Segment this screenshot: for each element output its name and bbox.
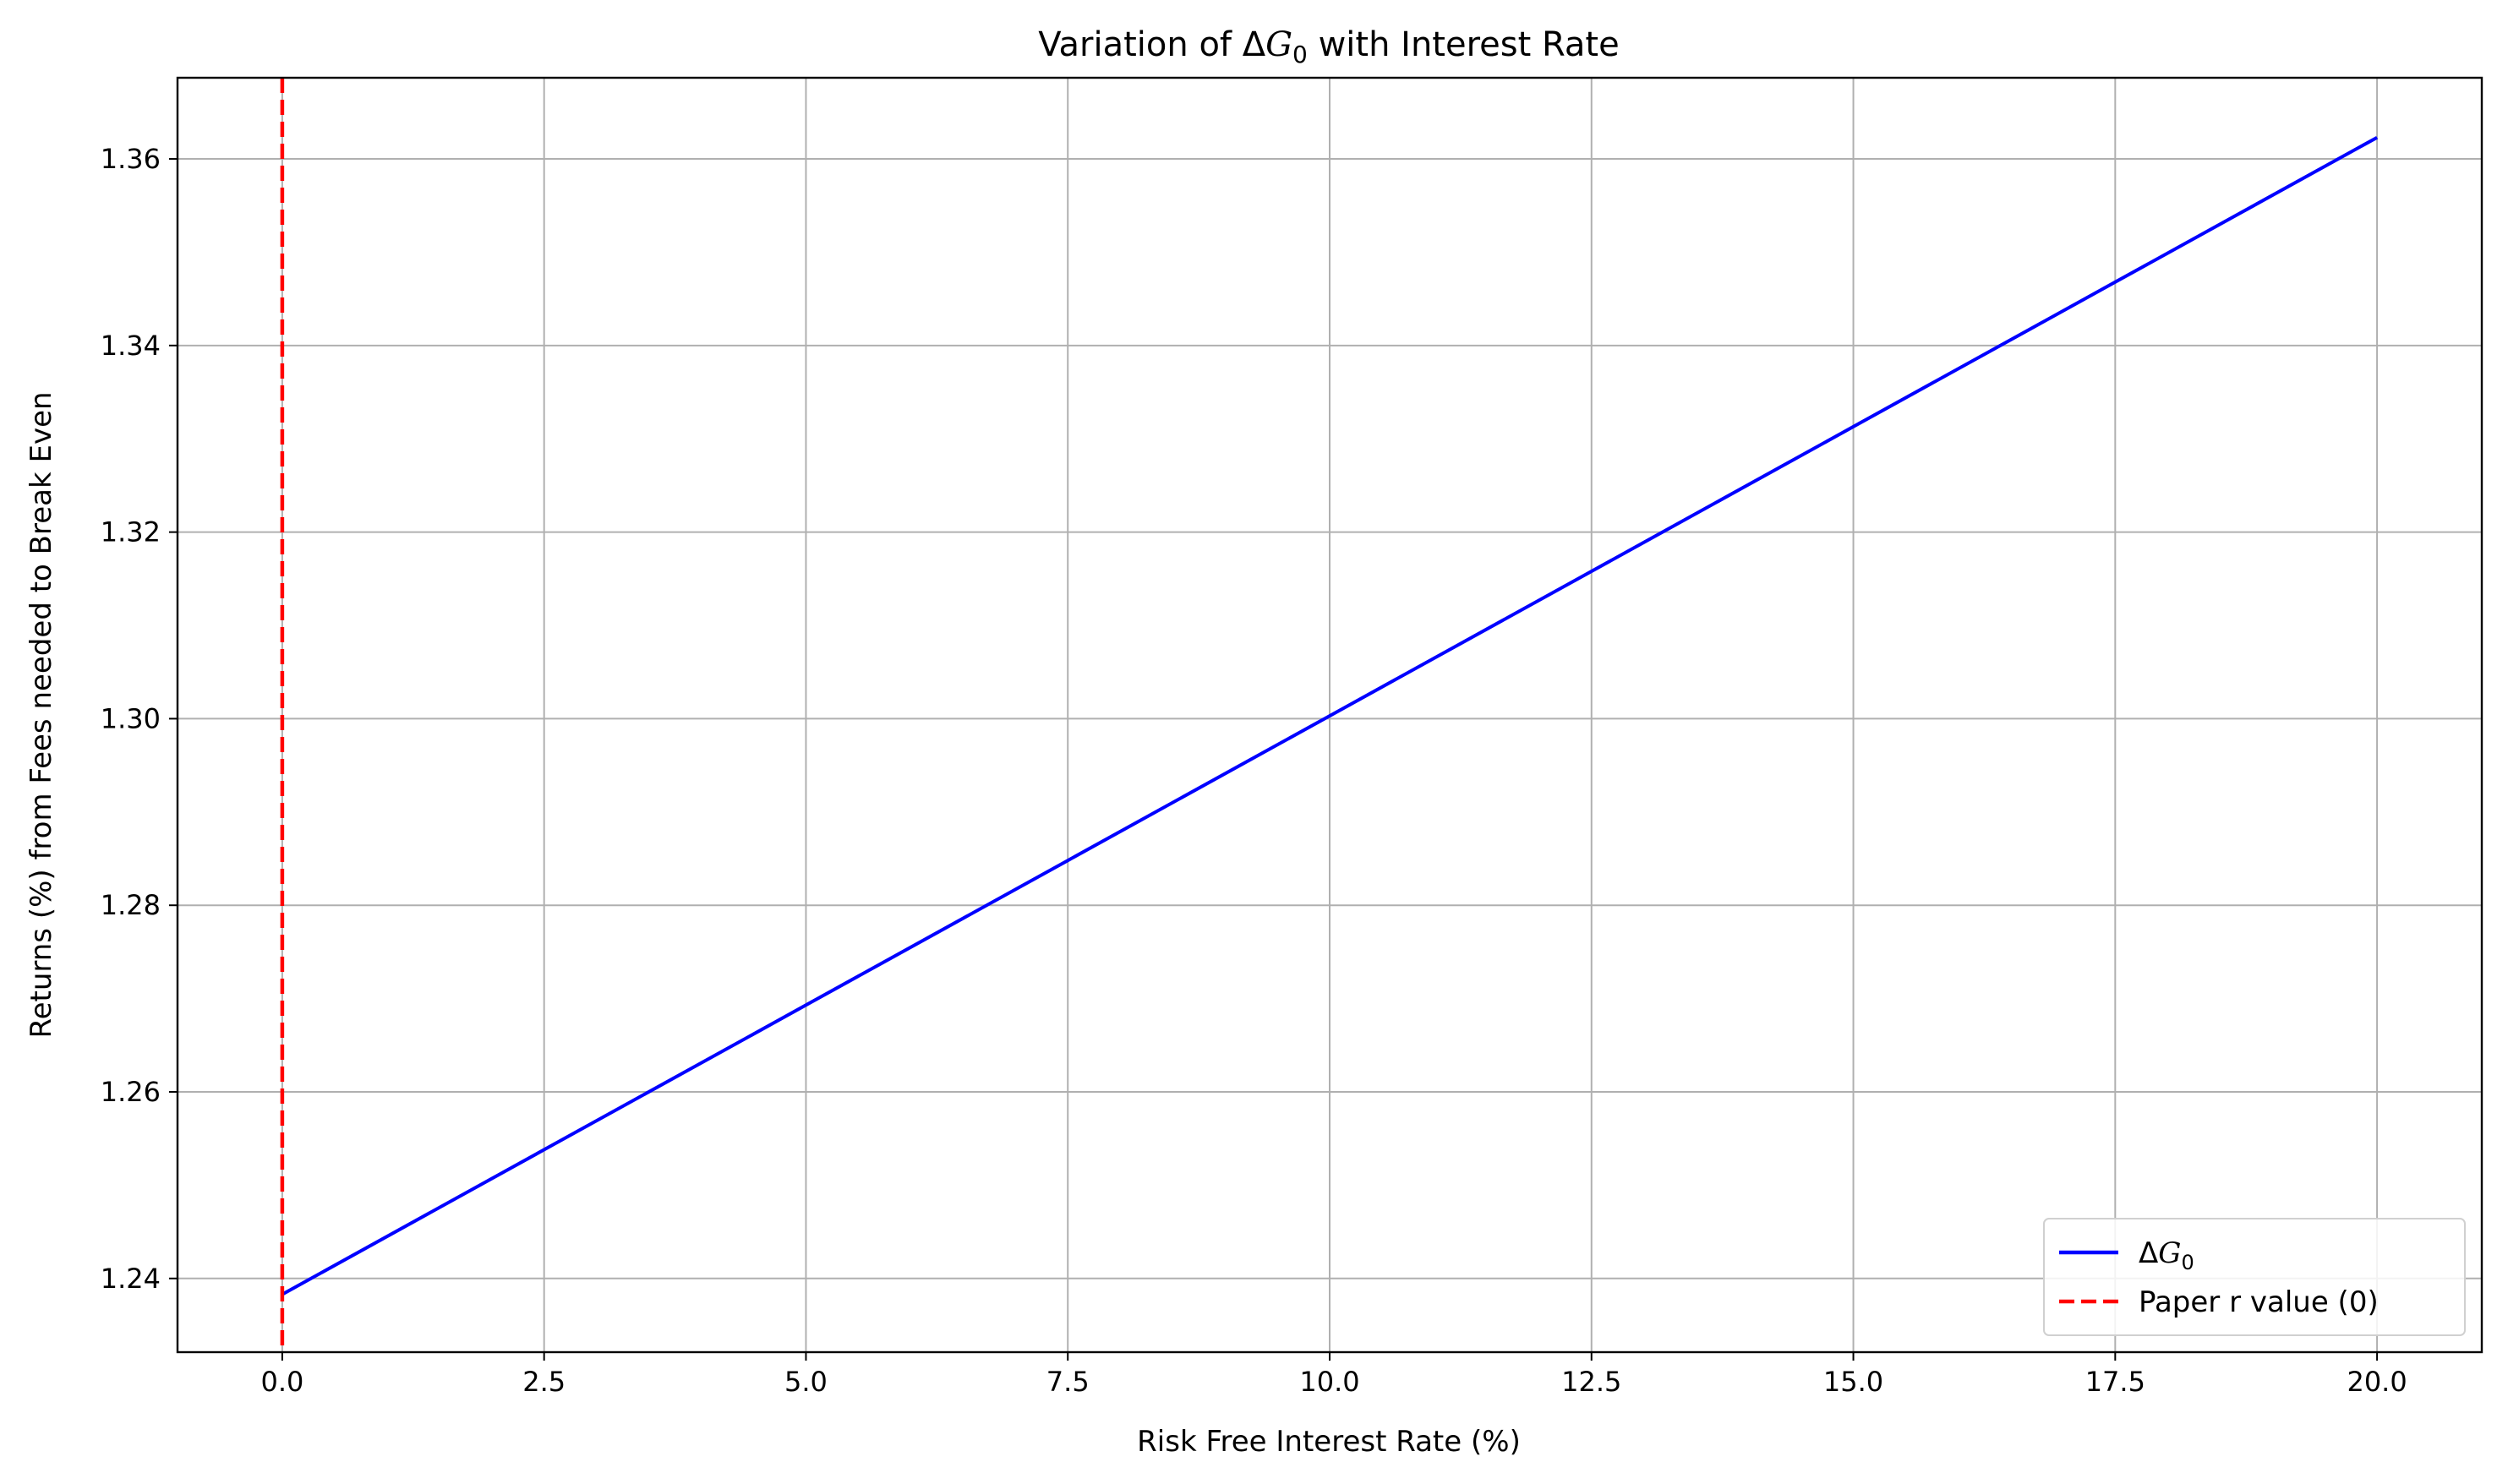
- y-tick-label: 1.26: [101, 1076, 161, 1108]
- x-tick-label: 0.0: [260, 1366, 303, 1398]
- x-axis: 0.0 2.5 5.0 7.5 10.0 12.5 15.0 17.5 20.0: [260, 1352, 2407, 1398]
- y-axis-label: Returns (%) from Fees needed to Break Ev…: [25, 391, 58, 1038]
- x-tick-label: 15.0: [1823, 1366, 1883, 1398]
- x-tick-label: 5.0: [784, 1366, 828, 1398]
- x-axis-label: Risk Free Interest Rate (%): [1137, 1425, 1521, 1459]
- y-tick-label: 1.32: [101, 516, 161, 548]
- math-prefix: Variation of Δ: [1038, 25, 1265, 64]
- legend-box: [2043, 1218, 2466, 1336]
- math-prefix: Δ: [2139, 1236, 2158, 1270]
- math-suffix: with Interest Rate: [1308, 25, 1620, 64]
- legend-entry-label: Paper r value (0): [2139, 1285, 2379, 1319]
- x-tick-label: 10.0: [1299, 1366, 1359, 1398]
- plot-area: [280, 78, 2379, 1352]
- y-tick-label: 1.24: [101, 1263, 161, 1295]
- math-variable: G: [2158, 1236, 2181, 1270]
- legend: ΔG0 Paper r value (0): [2043, 1218, 2466, 1336]
- x-tick-label: 20.0: [2347, 1366, 2407, 1398]
- x-tick-label: 7.5: [1046, 1366, 1090, 1398]
- y-tick-label: 1.30: [101, 702, 161, 734]
- y-axis: 1.24 1.26 1.28 1.30 1.32 1.34 1.36: [101, 143, 178, 1295]
- x-tick-label: 17.5: [2085, 1366, 2145, 1398]
- math-subscript: 0: [2181, 1251, 2194, 1274]
- math-variable: G: [1265, 25, 1292, 64]
- y-tick-label: 1.36: [101, 143, 161, 175]
- x-tick-label: 2.5: [522, 1366, 566, 1398]
- chart-title: Variation of ΔG0 with Interest Rate: [1038, 25, 1619, 68]
- y-tick-label: 1.34: [101, 330, 161, 362]
- x-tick-label: 12.5: [1561, 1366, 1621, 1398]
- legend-entry-label: ΔG0: [2139, 1236, 2194, 1274]
- math-subscript: 0: [1292, 41, 1308, 68]
- series-line: [281, 135, 2379, 1296]
- y-tick-label: 1.28: [101, 889, 161, 921]
